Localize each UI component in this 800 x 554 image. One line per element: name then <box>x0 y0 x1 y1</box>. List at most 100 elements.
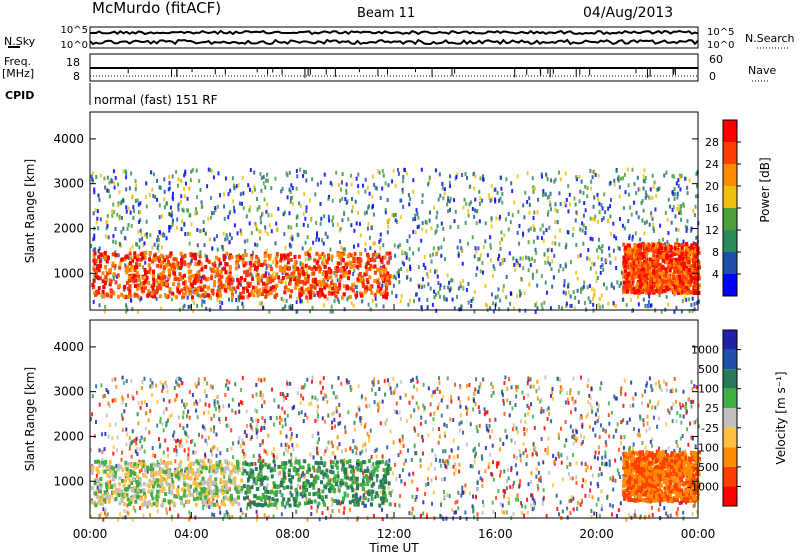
echo-cell <box>624 246 628 251</box>
scatter-cell <box>139 209 142 214</box>
scatter-cell <box>542 239 545 244</box>
echo-cell <box>694 260 698 265</box>
echo-cell <box>239 295 243 300</box>
scatter-cell <box>409 196 412 201</box>
scatter-cell <box>442 196 445 201</box>
scatter-cell <box>115 384 118 389</box>
scatter-cell <box>631 167 634 172</box>
scatter-cell <box>306 299 309 304</box>
scatter-cell <box>651 443 654 448</box>
echo-cell <box>92 267 96 272</box>
scatter-cell <box>391 471 394 476</box>
scatter-cell <box>167 187 170 192</box>
scatter-cell <box>448 180 451 185</box>
scatter-cell <box>200 303 203 308</box>
scatter-cell <box>106 223 109 228</box>
scatter-cell <box>316 231 319 236</box>
scatter-cell <box>690 404 693 409</box>
scatter-cell <box>173 398 176 403</box>
scatter-cell <box>589 402 592 407</box>
echo-cell <box>179 265 183 270</box>
scatter-cell <box>490 197 493 202</box>
echo-cell <box>695 276 699 281</box>
scatter-cell <box>353 228 356 233</box>
scatter-cell <box>636 175 639 180</box>
scatter-cell <box>181 399 184 404</box>
scatter-cell <box>171 174 174 179</box>
scatter-cell <box>402 443 405 448</box>
scatter-cell <box>613 178 616 183</box>
echo-cell <box>246 288 250 293</box>
scatter-cell <box>98 448 101 453</box>
scatter-cell <box>421 193 424 198</box>
scatter-cell <box>257 419 260 424</box>
echo-cell <box>159 260 163 265</box>
scatter-cell <box>299 485 302 490</box>
scatter-cell <box>528 210 531 215</box>
scatter-cell <box>501 191 504 196</box>
scatter-cell <box>489 245 492 250</box>
scatter-cell <box>675 227 678 232</box>
scatter-cell <box>695 385 698 390</box>
echo-cell <box>299 279 303 284</box>
echo-cell <box>174 257 178 262</box>
scatter-cell <box>126 226 129 231</box>
scatter-cell <box>486 253 489 258</box>
echo-cell <box>675 283 679 288</box>
echo-cell <box>158 294 162 299</box>
scatter-cell <box>409 277 412 282</box>
scatter-cell <box>262 181 265 186</box>
scatter-cell <box>259 220 262 225</box>
scatter-cell <box>177 177 180 182</box>
scatter-cell <box>457 506 460 511</box>
scatter-cell <box>522 256 525 261</box>
scatter-cell <box>175 169 178 174</box>
echo-cell <box>370 290 374 295</box>
scatter-cell <box>107 235 110 240</box>
scatter-cell <box>354 487 357 492</box>
scatter-cell <box>627 219 630 224</box>
echo-cell <box>180 261 184 266</box>
scatter-cell <box>199 250 202 255</box>
echo-cell <box>142 280 146 285</box>
scatter-cell <box>420 415 423 420</box>
scatter-cell <box>484 302 487 307</box>
echo-cell <box>106 293 110 298</box>
scatter-cell <box>575 480 578 485</box>
echo-cell <box>107 269 111 274</box>
scatter-cell <box>286 195 289 200</box>
echo-cell <box>672 259 676 264</box>
scatter-cell <box>290 244 293 249</box>
scatter-cell <box>291 443 294 448</box>
scatter-cell <box>637 302 640 307</box>
echo-cell <box>342 284 346 289</box>
scatter-cell <box>443 191 446 196</box>
scatter-cell <box>203 377 206 382</box>
scatter-cell <box>282 298 285 303</box>
scatter-cell <box>415 401 418 406</box>
scatter-cell <box>262 211 265 216</box>
scatter-cell <box>121 375 124 380</box>
scatter-cell <box>337 182 340 187</box>
scatter-cell <box>309 452 312 457</box>
scatter-cell <box>393 274 396 279</box>
echo-cell <box>251 276 255 281</box>
scatter-cell <box>617 508 620 513</box>
scatter-cell <box>311 434 314 439</box>
scatter-cell <box>501 200 504 205</box>
scatter-cell <box>119 242 122 247</box>
scatter-cell <box>216 204 219 209</box>
scatter-cell <box>688 178 691 183</box>
scatter-cell <box>519 479 522 484</box>
scatter-cell <box>392 275 395 280</box>
scatter-cell <box>562 290 565 295</box>
scatter-cell <box>338 442 341 447</box>
echo-cell <box>380 266 384 271</box>
scatter-cell <box>312 455 315 460</box>
scatter-cell <box>175 439 178 444</box>
scatter-cell <box>481 511 484 516</box>
scatter-cell <box>599 423 602 428</box>
echo-cell <box>201 293 205 298</box>
echo-cell <box>384 292 388 297</box>
scatter-cell <box>639 416 642 421</box>
